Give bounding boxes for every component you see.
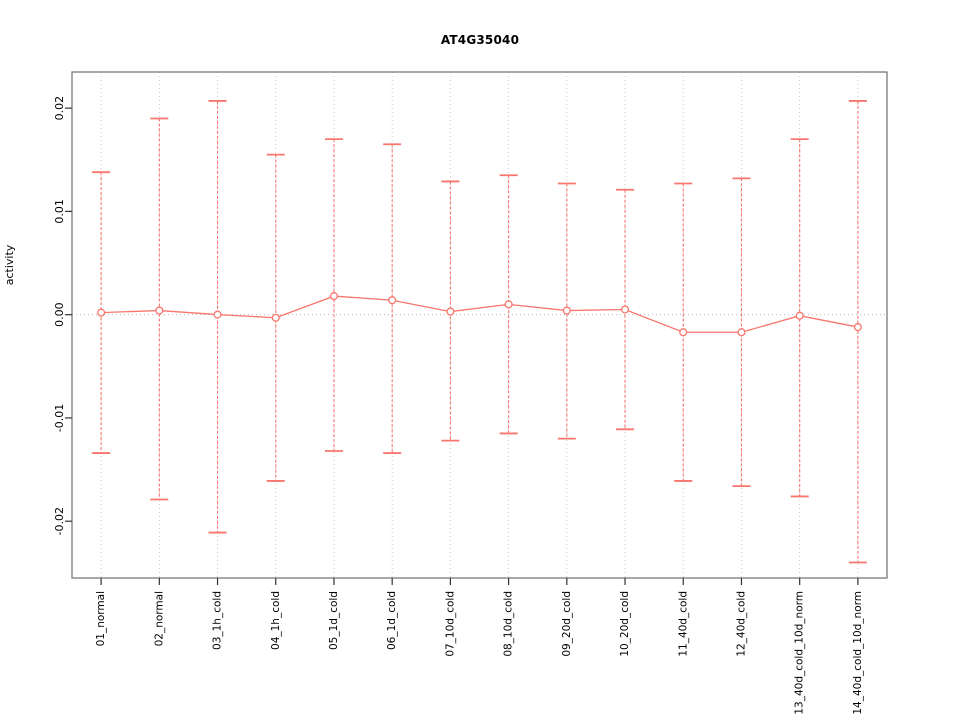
x-tick-label: 12_40d_cold (735, 591, 747, 657)
chart-title: AT4G35040 (440, 33, 520, 47)
y-tick-label: 0.01 (53, 199, 66, 224)
data-point-marker (155, 306, 164, 315)
x-tick-label: 13_40d_cold_10d_norm (794, 591, 806, 715)
x-tick-label: 11_40d_cold (677, 591, 689, 657)
data-point-marker (620, 305, 630, 314)
data-point-marker (213, 310, 222, 319)
data-point-marker (504, 300, 513, 309)
data-point-marker (446, 307, 455, 316)
y-tick-label: 0.02 (53, 96, 66, 121)
data-layer (92, 100, 867, 564)
x-tick-label: 02_normal (153, 591, 165, 646)
x-tick-label: 04_1h_cold (270, 591, 282, 650)
data-point-marker (562, 306, 571, 315)
x-tick-label: 14_40d_cold_10d_norm (852, 591, 864, 715)
x-tick-label: 06_1d_cold (386, 591, 398, 650)
data-point-marker (97, 308, 106, 317)
x-tick-label: 08_10d_cold (503, 591, 515, 657)
data-point-marker (737, 328, 746, 337)
x-tick-labels: 01_normal 02_normal 03_1h_cold 04_1h_cold 05… (95, 591, 864, 715)
x-tick-label: 01_normal (95, 591, 107, 646)
y-tick-label: -0.01 (53, 404, 66, 432)
data-point-marker (329, 292, 339, 301)
x-tick-label: 03_1h_cold (212, 591, 224, 650)
data-point-marker (795, 311, 804, 320)
axis-layer (65, 71, 888, 585)
data-point-marker (679, 328, 688, 337)
data-point-marker (388, 296, 397, 305)
y-tick-labels: 0.02 0.01 0.00 -0.01 -0.02 (53, 96, 66, 536)
x-tick-label: 09_20d_cold (561, 591, 573, 657)
y-tick-label: -0.02 (53, 507, 66, 535)
plot-box (71, 71, 888, 579)
x-tick-label: 07_10d_cold (444, 591, 456, 657)
y-tick-label: 0.00 (53, 302, 66, 327)
data-point-marker (271, 313, 280, 322)
series-line (101, 295, 859, 333)
x-tick-label: 05_1d_cold (328, 591, 340, 650)
x-tick-label: 10_20d_cold (619, 591, 631, 657)
data-point-marker (853, 323, 862, 332)
